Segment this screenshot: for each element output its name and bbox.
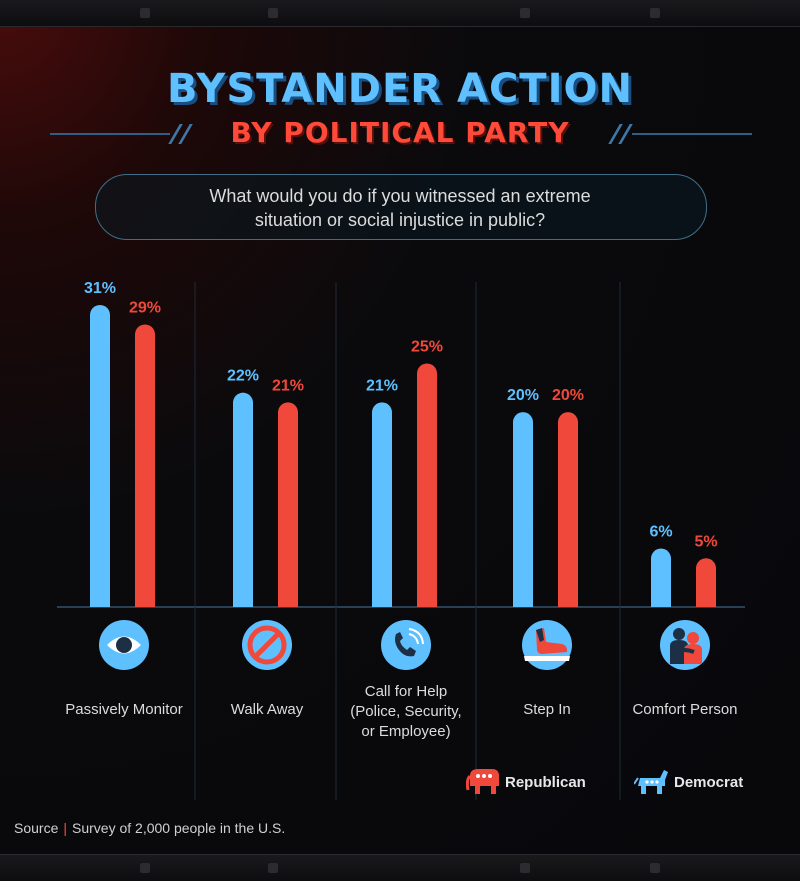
bar-republican xyxy=(696,558,716,607)
title-decoration-left xyxy=(50,133,170,135)
data-label-republican: 29% xyxy=(129,299,161,316)
bottom-frame-bar xyxy=(0,854,800,881)
frame-rivet xyxy=(650,863,660,873)
category-label-walk-away: Walk Away xyxy=(197,700,337,720)
data-label-democrat: 21% xyxy=(366,377,398,394)
bar-republican xyxy=(135,324,155,607)
top-frame-bar xyxy=(0,0,800,27)
frame-rivet xyxy=(520,8,530,18)
question-panel xyxy=(95,174,707,240)
bar-democrat xyxy=(513,412,533,607)
eye-icon xyxy=(99,620,149,670)
category-label-line: Call for Help xyxy=(364,683,448,700)
bar-republican xyxy=(278,402,298,607)
category-label-line: Comfort Person xyxy=(632,701,738,718)
data-label-democrat: 22% xyxy=(227,368,259,385)
data-label-republican: 5% xyxy=(694,533,717,550)
frame-rivet xyxy=(140,8,150,18)
hug-icon xyxy=(660,620,710,670)
frame-rivet xyxy=(268,863,278,873)
bar-democrat xyxy=(233,392,253,607)
category-label-line: Passively Monitor xyxy=(65,701,183,718)
frame-rivet xyxy=(268,8,278,18)
category-label-passively-monitor: Passively Monitor xyxy=(54,700,194,720)
bar-democrat xyxy=(372,402,392,607)
data-label-republican: 21% xyxy=(272,377,304,394)
category-label-comfort-person: Comfort Person xyxy=(615,700,755,720)
category-label-call-for-help: Call for Help (Police, Security, or Empl… xyxy=(336,682,476,742)
category-label-line: Walk Away xyxy=(230,701,304,718)
legend-democrat-label: Democrat xyxy=(674,774,744,791)
legend-democrat xyxy=(633,766,670,796)
source-note: Source | Survey of 2,000 people in the U.S… xyxy=(14,820,285,836)
elephant-icon xyxy=(465,769,499,794)
foot-step-icon xyxy=(522,620,572,670)
bar-democrat xyxy=(90,305,110,607)
data-label-republican: 20% xyxy=(552,387,584,404)
chart-title: BYSTANDER ACTION xyxy=(167,66,633,112)
data-label-democrat: 6% xyxy=(649,524,672,541)
phone-icon xyxy=(381,620,431,670)
title-decoration-right xyxy=(632,133,752,135)
data-label-democrat: 31% xyxy=(84,280,116,297)
bar-democrat xyxy=(651,548,671,607)
data-label-republican: 25% xyxy=(411,338,443,355)
category-label-line: or Employee) xyxy=(361,723,451,740)
source-label: Source xyxy=(14,820,59,836)
bar-republican xyxy=(417,363,437,607)
frame-rivet xyxy=(520,863,530,873)
source-text: Survey of 2,000 people in the U.S. xyxy=(72,820,286,836)
chart-subtitle: BY POLITICAL PARTY xyxy=(230,116,570,149)
data-label-democrat: 20% xyxy=(507,387,539,404)
frame-rivet xyxy=(650,8,660,18)
survey-question: What would you do if you witnessed an ex… xyxy=(95,184,705,232)
legend-republican xyxy=(465,766,502,796)
question-line-2: situation or social injustice in public? xyxy=(254,210,546,230)
bar-republican xyxy=(558,412,578,607)
donkey-icon xyxy=(633,770,668,794)
source-separator: | xyxy=(63,820,67,836)
question-line-1: What would you do if you witnessed an ex… xyxy=(209,186,591,206)
prohibited-icon xyxy=(242,620,292,670)
category-label-step-in: Step In xyxy=(477,700,617,720)
category-label-line: Step In xyxy=(523,701,571,718)
frame-rivet xyxy=(140,863,150,873)
category-label-line: (Police, Security, xyxy=(350,703,462,720)
legend-republican-label: Republican xyxy=(505,774,586,791)
